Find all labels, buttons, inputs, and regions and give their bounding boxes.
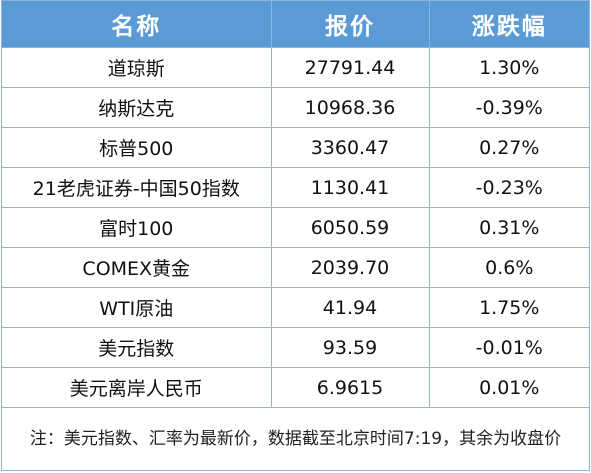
cell-change: -0.01% bbox=[428, 327, 589, 368]
note-row: 注：美元指数、汇率为最新价，数据截至北京时间7:19，其余为收盘价 bbox=[2, 408, 589, 471]
cell-name: WTI原油 bbox=[2, 287, 271, 328]
cell-price: 27791.44 bbox=[270, 47, 429, 88]
cell-price: 93.59 bbox=[270, 327, 429, 368]
cell-name: 美元指数 bbox=[2, 327, 271, 368]
cell-price: 10968.36 bbox=[270, 87, 429, 128]
table-row: 美元离岸人民币 6.9615 0.01% bbox=[2, 367, 589, 408]
cell-name: COMEX黄金 bbox=[2, 247, 271, 288]
cell-price: 6.9615 bbox=[270, 367, 429, 408]
cell-change: -0.23% bbox=[428, 167, 589, 208]
header-name: 名称 bbox=[2, 1, 271, 48]
cell-name: 标普500 bbox=[2, 127, 271, 168]
cell-change: 1.75% bbox=[428, 287, 589, 328]
cell-name: 21老虎证券-中国50指数 bbox=[2, 167, 271, 208]
cell-name: 富时100 bbox=[2, 207, 271, 248]
table-row: 21老虎证券-中国50指数 1130.41 -0.23% bbox=[2, 167, 589, 208]
cell-price: 6050.59 bbox=[270, 207, 429, 248]
table-note: 注：美元指数、汇率为最新价，数据截至北京时间7:19，其余为收盘价 bbox=[29, 429, 562, 449]
table-row: 标普500 3360.47 0.27% bbox=[2, 127, 589, 168]
header-row: 名称 报价 涨跌幅 bbox=[2, 1, 589, 48]
cell-change: -0.39% bbox=[428, 87, 589, 128]
cell-price: 1130.41 bbox=[270, 167, 429, 208]
cell-name: 道琼斯 bbox=[2, 47, 271, 88]
table-row: 道琼斯 27791.44 1.30% bbox=[2, 47, 589, 88]
cell-name: 美元离岸人民币 bbox=[2, 367, 271, 408]
table-row: 美元指数 93.59 -0.01% bbox=[2, 327, 589, 368]
cell-change: 0.01% bbox=[428, 367, 589, 408]
cell-change: 0.6% bbox=[428, 247, 589, 288]
header-change: 涨跌幅 bbox=[428, 1, 589, 48]
cell-change: 0.31% bbox=[428, 207, 589, 248]
cell-change: 0.27% bbox=[428, 127, 589, 168]
cell-price: 3360.47 bbox=[270, 127, 429, 168]
cell-price: 2039.70 bbox=[270, 247, 429, 288]
table-row: WTI原油 41.94 1.75% bbox=[2, 287, 589, 328]
header-price: 报价 bbox=[270, 1, 429, 48]
table-row: 纳斯达克 10968.36 -0.39% bbox=[2, 87, 589, 128]
table-row: COMEX黄金 2039.70 0.6% bbox=[2, 247, 589, 288]
cell-price: 41.94 bbox=[270, 287, 429, 328]
cell-name: 纳斯达克 bbox=[2, 87, 271, 128]
cell-change: 1.30% bbox=[428, 47, 589, 88]
table-row: 富时100 6050.59 0.31% bbox=[2, 207, 589, 248]
